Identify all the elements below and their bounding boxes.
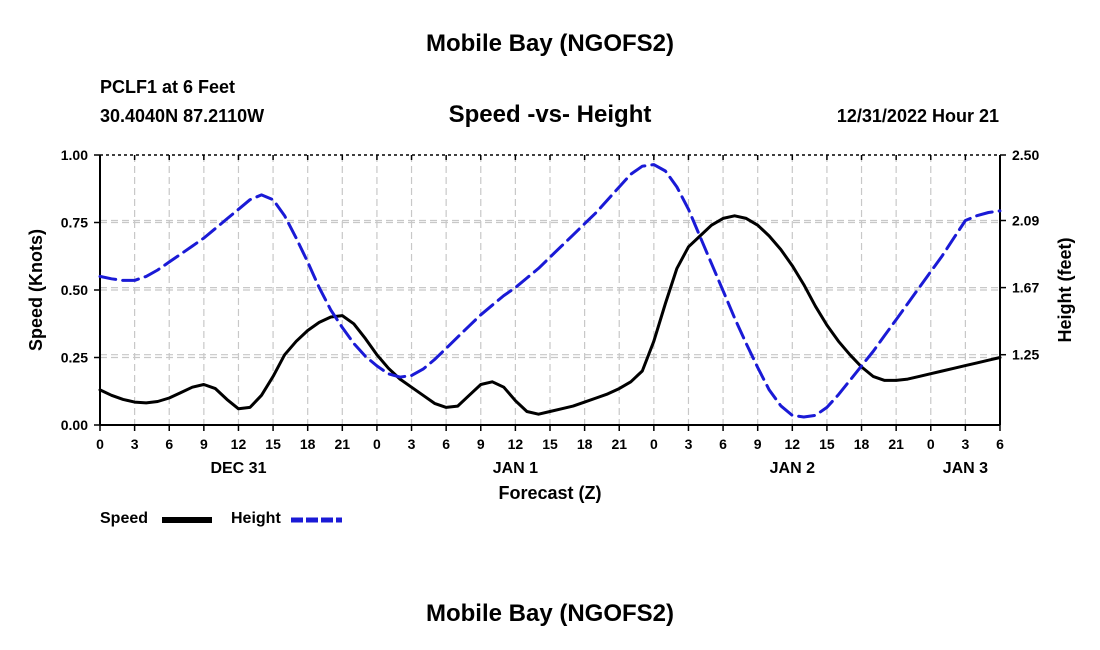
- x-tick-label: 15: [542, 436, 558, 452]
- x-tick-label: 21: [888, 436, 904, 452]
- x-tick-label: 15: [819, 436, 835, 452]
- y-tick-label: 0.00: [61, 417, 88, 433]
- station-coordinates: 30.4040N 87.2110W: [100, 106, 265, 126]
- x-tick-label: 9: [477, 436, 485, 452]
- legend-speed-label: Speed: [100, 510, 149, 527]
- day-label: JAN 2: [770, 460, 815, 477]
- x-tick-label: 15: [265, 436, 281, 452]
- chart-title: Mobile Bay (NGOFS2): [425, 30, 675, 57]
- y2-tick-label: 2.09: [1012, 213, 1039, 229]
- x-tick-label: 3: [408, 436, 416, 452]
- x-tick-label: 3: [685, 436, 693, 452]
- day-label: JAN 1: [493, 460, 538, 477]
- grid: [100, 155, 1000, 425]
- x-tick-label: 0: [650, 436, 658, 452]
- x-tick-label: 6: [442, 436, 450, 452]
- x-tick-label: 12: [508, 436, 524, 452]
- speed-height-chart: 0 3 6 9 12 15 18 21 0 3 6 9 12 15 18 21 0 3 6 9 12 15 18 21 0 3 6 D…: [26, 147, 1075, 523]
- chart-subtitle: Speed -vs- Height: [448, 101, 652, 128]
- x-tick-label: 9: [754, 436, 762, 452]
- y2-axis-title: Height (feet): [1055, 238, 1075, 343]
- x-tick-label: 6: [165, 436, 173, 452]
- x-axis-title: Forecast (Z): [498, 483, 601, 503]
- y2-tick-label: 1.25: [1012, 347, 1039, 363]
- series: [98, 163, 1002, 419]
- speed-series-line: [98, 214, 1002, 416]
- day-label: DEC 31: [210, 460, 266, 477]
- x-tick-label: 21: [335, 436, 351, 452]
- y-tick-label: 0.25: [61, 350, 88, 366]
- x-tick-label: 21: [611, 436, 627, 452]
- x-tick-label: 3: [131, 436, 139, 452]
- y-axis-title: Speed (Knots): [26, 229, 46, 351]
- height-series-line: [98, 163, 1002, 419]
- x-tick-label: 0: [927, 436, 935, 452]
- x-tick-label: 0: [373, 436, 381, 452]
- legend-height-label: Height: [231, 510, 281, 527]
- axes: 0 3 6 9 12 15 18 21 0 3 6 9 12 15 18 21 0 3 6 9 12 15 18 21 0 3 6 D…: [26, 147, 1075, 503]
- x-tick-label: 9: [200, 436, 208, 452]
- x-tick-label: 6: [996, 436, 1004, 452]
- y-tick-label: 0.75: [61, 215, 88, 231]
- y2-tick-label: 1.67: [1012, 280, 1039, 296]
- x-tick-label: 6: [719, 436, 727, 452]
- station-label: PCLF1 at 6 Feet: [100, 77, 236, 97]
- x-tick-label: 18: [854, 436, 870, 452]
- day-label: JAN 3: [943, 460, 988, 477]
- y-tick-label: 1.00: [61, 147, 88, 163]
- x-tick-label: 3: [961, 436, 969, 452]
- footer-title: Mobile Bay (NGOFS2): [425, 600, 675, 627]
- x-tick-label: 18: [300, 436, 316, 452]
- x-tick-label: 12: [231, 436, 247, 452]
- forecast-datetime: 12/31/2022 Hour 21: [836, 106, 999, 126]
- y-tick-label: 0.50: [61, 282, 88, 298]
- x-tick-label: 0: [96, 436, 104, 452]
- x-tick-label: 12: [785, 436, 801, 452]
- x-tick-label: 18: [577, 436, 593, 452]
- y2-tick-label: 2.50: [1012, 147, 1039, 163]
